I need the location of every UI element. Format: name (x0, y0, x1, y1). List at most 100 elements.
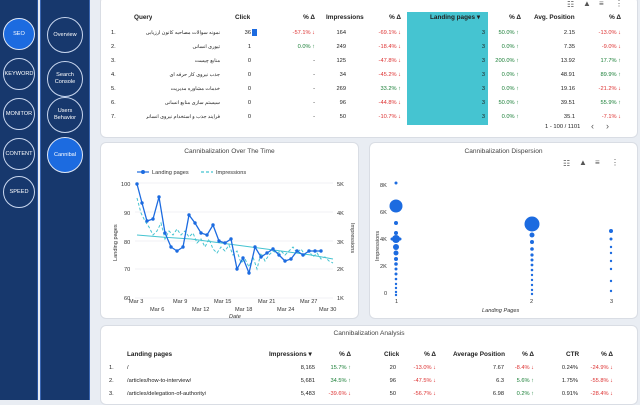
col-click[interactable]: Click (384, 350, 400, 358)
landing-pages-point[interactable] (283, 259, 287, 263)
scatter-point[interactable] (393, 250, 399, 256)
scatter-point[interactable] (398, 237, 402, 241)
landing-pages-point[interactable] (157, 195, 161, 199)
scatter-point[interactable] (529, 232, 535, 238)
scatter-point[interactable] (393, 244, 399, 250)
col-impressions[interactable]: Impressions ▾ (269, 350, 312, 358)
col-position-delta[interactable]: % Δ (609, 13, 621, 21)
landing-pages-point[interactable] (145, 219, 149, 223)
landing-pages-point[interactable] (181, 245, 185, 249)
landing-pages-point[interactable] (271, 247, 275, 251)
landing-pages-point[interactable] (307, 249, 311, 253)
landing-pages-point[interactable] (289, 257, 293, 261)
sort-filter-icon[interactable]: ≡ (595, 158, 600, 167)
landing-pages-point[interactable] (217, 239, 221, 243)
nav-monitor[interactable]: MONITOR (3, 98, 35, 130)
scatter-point[interactable] (609, 237, 613, 241)
nav-seo[interactable]: SEO (3, 18, 35, 50)
col-landing-pages[interactable]: Landing pages ▾ (430, 13, 480, 21)
scatter-point[interactable] (530, 263, 534, 267)
scatter-point[interactable] (394, 257, 398, 261)
landing-pages-point[interactable] (135, 182, 139, 186)
nav-search-console[interactable]: Search Console (47, 61, 83, 97)
scatter-point[interactable] (609, 245, 613, 249)
scatter-point[interactable] (394, 293, 398, 297)
scatter-point[interactable] (530, 273, 534, 277)
col-avg-position[interactable]: Average Position (453, 350, 505, 358)
col-landing-delta[interactable]: % Δ (509, 13, 521, 21)
scatter-point[interactable] (394, 231, 398, 235)
more-vert-icon[interactable]: ⋮ (611, 158, 619, 167)
scatter-point[interactable] (530, 283, 534, 287)
landing-pages-point[interactable] (187, 213, 191, 217)
col-avg-position[interactable]: Avg. Position (534, 13, 575, 21)
landing-pages-point[interactable] (205, 233, 209, 237)
landing-pages-point[interactable] (199, 231, 203, 235)
scatter-point[interactable] (390, 237, 394, 241)
scatter-point[interactable] (389, 199, 403, 213)
scatter-point[interactable] (530, 258, 534, 262)
next-page-button[interactable]: › (606, 121, 609, 131)
nav-users-behavior[interactable]: Users Behavior (47, 97, 83, 133)
landing-pages-point[interactable] (151, 217, 155, 221)
landing-pages-point[interactable] (301, 253, 305, 257)
scatter-point[interactable] (394, 282, 398, 286)
scatter-point[interactable] (394, 290, 398, 294)
landing-pages-point[interactable] (265, 251, 269, 255)
col-ctr[interactable]: CTR (566, 350, 580, 358)
col-click[interactable]: Click (235, 13, 251, 21)
landing-pages-point[interactable] (259, 255, 263, 259)
scatter-point[interactable] (530, 268, 534, 272)
nav-cannibal[interactable]: Cannibal (47, 137, 83, 173)
landing-pages-point[interactable] (169, 245, 173, 249)
landing-pages-point[interactable] (235, 267, 239, 271)
landing-pages-point[interactable] (175, 249, 179, 253)
landing-pages-point[interactable] (253, 245, 257, 249)
col-landing-pages[interactable]: Landing pages (127, 350, 173, 358)
scatter-point[interactable] (530, 278, 534, 282)
col-impressions[interactable]: Impressions (326, 13, 364, 21)
sort-filter-icon[interactable]: ≡ (599, 0, 604, 8)
nav-content[interactable]: CONTENT (3, 138, 35, 170)
landing-pages-point[interactable] (277, 253, 281, 257)
scatter-point[interactable] (530, 240, 534, 244)
scatter-point[interactable] (530, 292, 534, 296)
scatter-point[interactable] (609, 259, 613, 263)
landing-pages-point[interactable] (163, 231, 167, 235)
landing-pages-point[interactable] (241, 256, 245, 260)
nav-overview[interactable]: Overview (47, 17, 83, 53)
scatter-point[interactable] (609, 279, 613, 283)
col-pos-delta[interactable]: % Δ (522, 350, 534, 358)
scatter-point[interactable] (609, 289, 613, 293)
scatter-point[interactable] (394, 267, 398, 271)
filter-sliders-icon[interactable]: ☷ (563, 159, 571, 168)
col-impressions-delta[interactable]: % Δ (389, 13, 401, 21)
landing-pages-point[interactable] (229, 237, 233, 241)
scatter-point[interactable] (394, 262, 398, 266)
more-vert-icon[interactable]: ⋮ (615, 0, 623, 8)
landing-pages-point[interactable] (247, 271, 251, 275)
scatter-point[interactable] (394, 277, 398, 281)
scatter-point[interactable] (609, 251, 613, 255)
scatter-point[interactable] (392, 235, 400, 243)
scatter-point[interactable] (530, 288, 534, 292)
scatter-point[interactable] (394, 272, 398, 276)
landing-pages-point[interactable] (140, 201, 144, 205)
landing-pages-point[interactable] (193, 221, 197, 225)
landing-pages-point[interactable] (295, 249, 299, 253)
nav-keyword[interactable]: KEYWORD (3, 58, 35, 90)
col-query[interactable]: Query (134, 13, 153, 21)
col-click-delta[interactable]: % Δ (303, 13, 315, 21)
landing-pages-point[interactable] (211, 223, 215, 227)
scatter-point[interactable] (609, 229, 613, 233)
landing-pages-point[interactable] (313, 249, 317, 253)
scatter-point[interactable] (394, 221, 398, 225)
scatter-point[interactable] (530, 247, 534, 251)
col-click-delta[interactable]: % Δ (424, 350, 436, 358)
landing-pages-point[interactable] (223, 241, 227, 245)
col-ctr-delta[interactable]: % Δ (601, 350, 613, 358)
scatter-point[interactable] (524, 216, 540, 232)
filter-sliders-icon[interactable]: ☷ (567, 0, 575, 9)
scatter-point[interactable] (394, 286, 398, 290)
scatter-point[interactable] (530, 253, 534, 257)
